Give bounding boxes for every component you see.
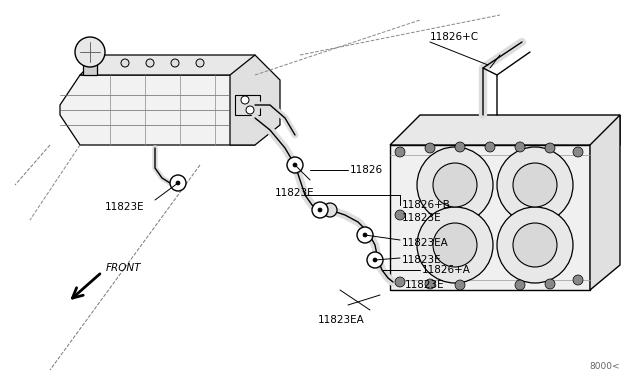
- Circle shape: [395, 147, 405, 157]
- Circle shape: [455, 142, 465, 152]
- Circle shape: [485, 142, 495, 152]
- Text: 11826+C: 11826+C: [430, 32, 479, 42]
- Text: 11823EA: 11823EA: [402, 238, 449, 248]
- Circle shape: [513, 223, 557, 267]
- Text: 11823E: 11823E: [405, 280, 445, 290]
- Text: 11826+A: 11826+A: [422, 265, 471, 275]
- Circle shape: [75, 37, 105, 67]
- Circle shape: [363, 233, 367, 237]
- Text: 11823EA: 11823EA: [318, 315, 365, 325]
- Circle shape: [373, 258, 377, 262]
- Circle shape: [425, 279, 435, 289]
- Circle shape: [417, 207, 493, 283]
- Circle shape: [323, 203, 337, 217]
- Circle shape: [367, 252, 383, 268]
- Circle shape: [513, 163, 557, 207]
- Polygon shape: [390, 115, 620, 145]
- Circle shape: [515, 142, 525, 152]
- Text: 8000<: 8000<: [589, 362, 620, 371]
- Circle shape: [545, 143, 555, 153]
- Text: FRONT: FRONT: [106, 263, 141, 273]
- Circle shape: [425, 143, 435, 153]
- Polygon shape: [590, 115, 620, 290]
- Polygon shape: [80, 55, 255, 75]
- Text: 11823E: 11823E: [105, 202, 145, 212]
- Circle shape: [121, 59, 129, 67]
- Circle shape: [573, 147, 583, 157]
- Text: 11823E: 11823E: [402, 213, 442, 223]
- Circle shape: [171, 59, 179, 67]
- Circle shape: [318, 208, 322, 212]
- Circle shape: [196, 59, 204, 67]
- Circle shape: [287, 157, 303, 173]
- Circle shape: [497, 207, 573, 283]
- Text: 11823E: 11823E: [275, 188, 315, 198]
- Circle shape: [170, 175, 186, 191]
- Circle shape: [455, 280, 465, 290]
- Text: 11826: 11826: [350, 165, 383, 175]
- Circle shape: [146, 59, 154, 67]
- Circle shape: [246, 106, 254, 114]
- Circle shape: [312, 202, 328, 218]
- Polygon shape: [83, 62, 97, 75]
- Circle shape: [433, 163, 477, 207]
- Circle shape: [395, 277, 405, 287]
- Circle shape: [545, 279, 555, 289]
- Polygon shape: [390, 145, 590, 290]
- Circle shape: [433, 223, 477, 267]
- Circle shape: [176, 181, 180, 185]
- Circle shape: [573, 275, 583, 285]
- Circle shape: [357, 227, 373, 243]
- Polygon shape: [235, 95, 260, 115]
- Polygon shape: [60, 75, 255, 145]
- Circle shape: [241, 96, 249, 104]
- Circle shape: [497, 147, 573, 223]
- Polygon shape: [230, 55, 280, 145]
- Circle shape: [515, 280, 525, 290]
- Text: 11823E: 11823E: [402, 255, 442, 265]
- Circle shape: [395, 210, 405, 220]
- Circle shape: [417, 147, 493, 223]
- Text: 11826+B: 11826+B: [402, 200, 451, 210]
- Circle shape: [293, 163, 297, 167]
